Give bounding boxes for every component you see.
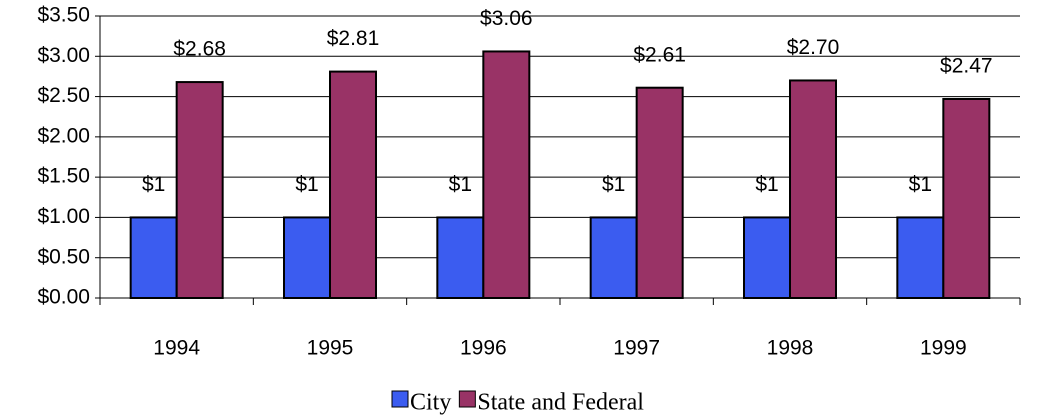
bar — [175, 81, 224, 299]
value-label: $2.47 — [940, 55, 993, 78]
value-label: $2.70 — [787, 36, 840, 59]
x-tick-label: 1995 — [307, 337, 354, 360]
value-label: $1 — [295, 173, 318, 196]
value-label: $1 — [449, 173, 472, 196]
x-tick-label: 1996 — [460, 337, 507, 360]
value-label: $3.06 — [480, 7, 533, 30]
bar — [896, 216, 945, 299]
value-label: $1 — [755, 173, 778, 196]
x-tick-label: 1998 — [767, 337, 814, 360]
bar — [942, 97, 991, 299]
x-tick-label: 1994 — [153, 337, 200, 360]
bar — [436, 216, 485, 299]
bar — [635, 86, 684, 299]
bar — [589, 216, 638, 299]
y-tick-label: $2.50 — [37, 84, 90, 107]
bar — [789, 79, 837, 300]
y-tick-label: $3.50 — [37, 4, 90, 27]
legend-swatch — [458, 390, 476, 408]
bar — [743, 216, 791, 299]
y-tick-label: $0.00 — [37, 286, 90, 309]
y-tick-label: $1.00 — [37, 205, 90, 228]
y-tick-label: $2.00 — [37, 124, 90, 147]
value-label: $2.81 — [327, 27, 380, 50]
value-label: $1 — [142, 173, 165, 196]
value-label: $1 — [602, 173, 625, 196]
legend-label: City — [410, 390, 451, 416]
bar — [482, 50, 531, 299]
value-label: $1 — [909, 173, 932, 196]
y-tick-label: $1.50 — [37, 165, 90, 188]
y-tick-label: $0.50 — [37, 245, 90, 268]
legend-label: State and Federal — [477, 390, 644, 416]
y-tick-label: $3.00 — [37, 44, 90, 67]
bar — [129, 216, 178, 299]
value-label: $2.61 — [633, 43, 686, 66]
value-label: $2.68 — [173, 38, 226, 61]
bar — [283, 216, 331, 299]
x-tick-label: 1999 — [920, 337, 967, 360]
legend-swatch — [391, 390, 409, 408]
x-tick-label: 1997 — [613, 337, 660, 360]
bar — [329, 70, 377, 299]
